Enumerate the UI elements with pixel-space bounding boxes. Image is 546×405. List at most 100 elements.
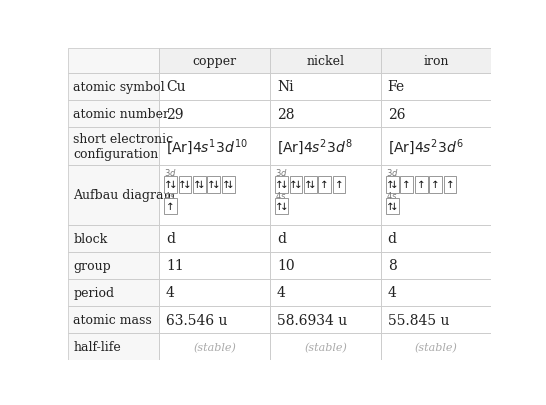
Text: $\mathregular{[Ar]4}s^2\mathregular{3}d^{8}$: $\mathregular{[Ar]4}s^2\mathregular{3}d^…: [277, 137, 352, 157]
Bar: [270, 306, 381, 333]
Bar: [318, 177, 331, 193]
Text: iron: iron: [424, 55, 449, 68]
Bar: [68, 333, 159, 360]
Bar: [159, 306, 270, 333]
Bar: [270, 166, 381, 225]
Text: 26: 26: [388, 107, 405, 121]
Text: ↓: ↓: [280, 202, 288, 212]
Text: ↑: ↑: [289, 180, 298, 190]
Text: ↓: ↓: [212, 180, 221, 190]
Bar: [381, 306, 491, 333]
Bar: [381, 128, 491, 166]
Bar: [443, 177, 456, 193]
Bar: [270, 306, 381, 333]
Bar: [159, 166, 270, 225]
Text: ↑: ↑: [222, 180, 230, 190]
Text: 10: 10: [277, 259, 294, 273]
Text: Aufbau diagram: Aufbau diagram: [73, 189, 176, 202]
Text: $3d$: $3d$: [164, 167, 177, 178]
Text: d: d: [277, 232, 286, 245]
Text: Fe: Fe: [388, 80, 405, 94]
Text: ↑: ↑: [179, 180, 187, 190]
Bar: [159, 225, 270, 252]
Bar: [289, 177, 302, 193]
Bar: [270, 101, 381, 128]
Text: 4: 4: [166, 286, 175, 300]
Bar: [381, 101, 491, 128]
Bar: [386, 199, 399, 215]
Bar: [270, 74, 381, 101]
Text: (stable): (stable): [415, 342, 458, 352]
Bar: [159, 101, 270, 128]
Bar: [68, 128, 159, 166]
Bar: [159, 101, 270, 128]
Text: 4: 4: [277, 286, 286, 300]
Text: 58.6934 u: 58.6934 u: [277, 313, 347, 327]
Bar: [68, 225, 159, 252]
Text: (stable): (stable): [193, 342, 236, 352]
Text: ↓: ↓: [390, 180, 399, 190]
Bar: [159, 252, 270, 279]
Bar: [159, 306, 270, 333]
Text: ↑: ↑: [385, 202, 394, 212]
Bar: [270, 166, 381, 225]
Text: $4s$: $4s$: [164, 190, 176, 201]
Bar: [270, 252, 381, 279]
Bar: [68, 225, 159, 252]
Text: atomic symbol: atomic symbol: [73, 81, 165, 94]
Text: ↑: ↑: [275, 202, 283, 212]
Bar: [270, 128, 381, 166]
Text: ↑: ↑: [402, 180, 411, 190]
Text: 28: 28: [277, 107, 294, 121]
Bar: [222, 177, 235, 193]
Text: short electronic
configuration: short electronic configuration: [73, 133, 174, 161]
Bar: [429, 177, 442, 193]
Bar: [381, 101, 491, 128]
Bar: [159, 333, 270, 360]
Text: (stable): (stable): [304, 342, 347, 352]
Bar: [381, 128, 491, 166]
Bar: [270, 49, 381, 74]
Text: ↑: ↑: [164, 180, 173, 190]
Text: Cu: Cu: [166, 80, 186, 94]
Text: ↑: ↑: [275, 180, 283, 190]
Bar: [400, 177, 413, 193]
Text: ↓: ↓: [294, 180, 302, 190]
Bar: [164, 177, 177, 193]
Bar: [159, 49, 270, 74]
Bar: [270, 279, 381, 306]
Bar: [270, 225, 381, 252]
Bar: [381, 74, 491, 101]
Text: ↓: ↓: [169, 180, 177, 190]
Bar: [381, 225, 491, 252]
Text: group: group: [73, 259, 111, 272]
Bar: [68, 279, 159, 306]
Bar: [381, 225, 491, 252]
Bar: [381, 333, 491, 360]
Bar: [381, 306, 491, 333]
Text: d: d: [166, 232, 175, 245]
Bar: [381, 49, 491, 74]
Text: $4s$: $4s$: [275, 190, 287, 201]
Text: $3d$: $3d$: [386, 167, 399, 178]
Bar: [164, 199, 177, 215]
Text: 4: 4: [388, 286, 396, 300]
Text: ↑: ↑: [385, 180, 394, 190]
Bar: [68, 101, 159, 128]
Text: 8: 8: [388, 259, 396, 273]
Bar: [270, 74, 381, 101]
Bar: [275, 177, 288, 193]
Bar: [275, 199, 288, 215]
Bar: [68, 306, 159, 333]
Bar: [381, 74, 491, 101]
Text: half-life: half-life: [73, 341, 121, 354]
Text: ↑: ↑: [321, 180, 329, 190]
Bar: [68, 49, 159, 74]
Text: $3d$: $3d$: [275, 167, 288, 178]
Text: $\mathregular{[Ar]4}s^1\mathregular{3}d^{10}$: $\mathregular{[Ar]4}s^1\mathregular{3}d^…: [166, 137, 248, 157]
Bar: [68, 128, 159, 166]
Bar: [159, 279, 270, 306]
Bar: [381, 252, 491, 279]
Bar: [68, 74, 159, 101]
Bar: [415, 177, 428, 193]
